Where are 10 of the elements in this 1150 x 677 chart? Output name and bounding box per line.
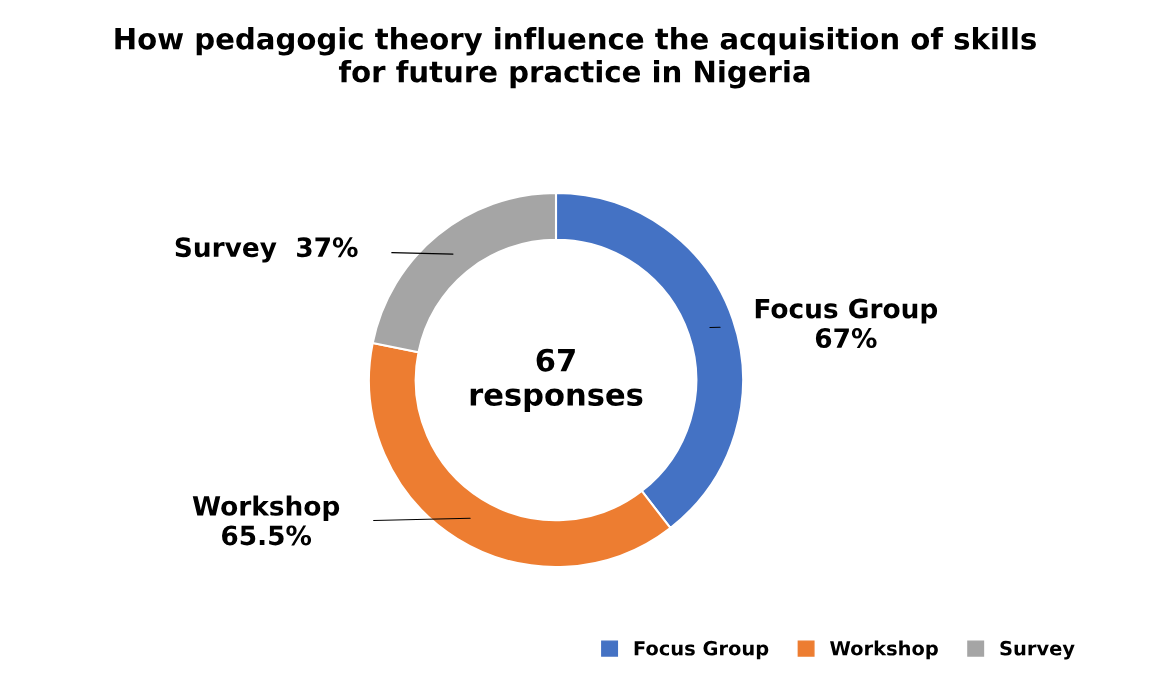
data-label: 67% [815, 328, 877, 349]
slice-label: Focus Group [755, 298, 938, 324]
data-label: 65.5% [222, 525, 312, 546]
text: 67 responses [470, 348, 643, 412]
legend-label: Workshop [830, 640, 938, 660]
category-label: Survey 37% [175, 237, 358, 263]
chart-title: How pedagogic theory influence the acquisition of skills for future practice in Nigeria [115, 27, 1036, 89]
slice-label: Workshop [192, 495, 340, 521]
legend-label: Survey [1000, 640, 1075, 660]
legend-label: Focus Group [634, 640, 769, 660]
